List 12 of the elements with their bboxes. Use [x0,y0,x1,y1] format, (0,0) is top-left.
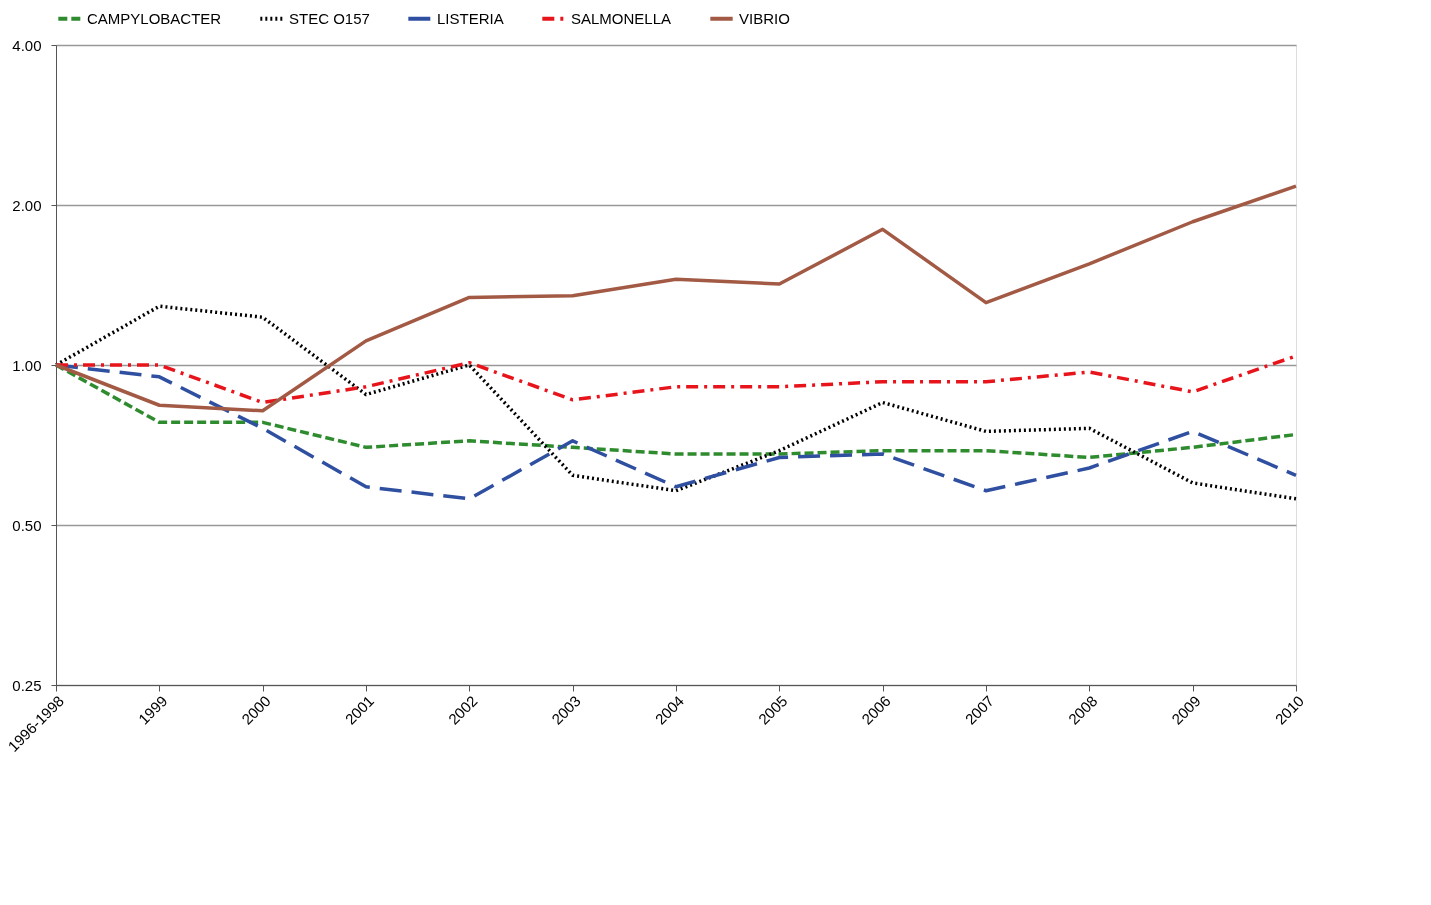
line-series [54,304,1298,501]
y-tick-label: 1.00 [12,356,42,374]
y-tick-label: 2.00 [12,196,42,214]
legend-label: STEC O157 [289,9,370,27]
legend-label: SALMONELLA [571,9,672,27]
y-tick-label: 0.25 [12,676,42,694]
legend-label: LISTERIA [437,9,504,27]
y-tick-label: 4.00 [12,36,42,54]
legend-label: CAMPYLOBACTER [87,9,222,27]
y-tick-label: 0.50 [12,516,42,534]
legend-label: VIBRIO [739,9,790,27]
line-series [54,184,1298,413]
